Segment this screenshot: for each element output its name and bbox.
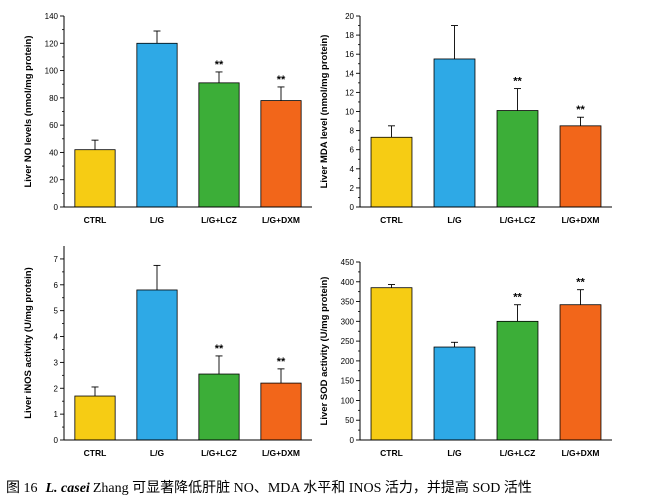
bar (198, 82, 240, 208)
y-tick-label: 100 (341, 396, 355, 405)
caption-species: L. casei (45, 481, 90, 496)
y-tick-label: 16 (345, 50, 354, 59)
significance-label: ** (576, 277, 585, 289)
y-tick-label: 40 (49, 148, 58, 157)
bar (433, 58, 476, 208)
figure-label: 图 16 (6, 481, 38, 496)
y-tick-label: 150 (341, 377, 355, 386)
x-tick-label: L/G (150, 448, 165, 458)
significance-label: ** (277, 74, 286, 86)
chart-panel: CTRL L/G ** L/G+LCZ ** L/G+DXM 0 1 2 3 4 5 6 7 Liver i… (23, 246, 312, 458)
y-tick-label: 200 (341, 357, 355, 366)
y-tick-label: 2 (350, 184, 355, 193)
y-tick-label: 7 (54, 255, 59, 264)
figure-caption: 图 16 L. casei Zhang 可显著降低肝脏 NO、MDA 水平和 INO… (6, 479, 646, 499)
x-tick-label: L/G+DXM (262, 215, 300, 225)
y-tick-label: 50 (345, 416, 354, 425)
bar (136, 289, 178, 441)
y-tick-label: 18 (345, 31, 354, 40)
figure-charts: CTRL L/G**L/G+LCZ**L/G+DXM020406080100120… (23, 12, 612, 458)
x-tick-label: L/G+DXM (561, 215, 599, 225)
y-tick-label: 450 (341, 258, 355, 267)
y-tick-label: 2 (54, 384, 59, 393)
x-tick-label: L/G+DXM (561, 448, 599, 458)
y-tick-label: 12 (345, 88, 354, 97)
y-tick-label: 4 (350, 165, 355, 174)
significance-label: ** (576, 104, 585, 116)
x-tick-label: L/G+DXM (262, 448, 300, 458)
x-tick-label: L/G+LCZ (201, 215, 237, 225)
bar (74, 395, 116, 441)
x-tick-label: CTRL (380, 448, 403, 458)
y-axis-title: Liver SOD activity (U/mg protein) (319, 277, 330, 426)
y-tick-label: 250 (341, 337, 355, 346)
x-tick-label: L/G (447, 215, 462, 225)
bar (370, 136, 413, 208)
y-tick-label: 350 (341, 298, 355, 307)
y-tick-label: 0 (350, 436, 355, 445)
significance-label: ** (215, 59, 224, 71)
y-tick-label: 20 (49, 176, 58, 185)
significance-label: ** (513, 292, 522, 304)
y-tick-label: 5 (54, 307, 59, 316)
chart-panel: CTRL L/G ** L/G+LCZ ** L/G+DXM 0 50 100 150 200 250… (319, 258, 612, 458)
bar (496, 110, 539, 208)
x-tick-label: L/G (447, 448, 462, 458)
bar (370, 287, 413, 441)
bar (198, 373, 240, 441)
bar (433, 346, 476, 441)
y-tick-label: 8 (350, 127, 355, 136)
y-tick-label: 0 (350, 203, 355, 212)
y-tick-label: 140 (45, 12, 59, 21)
y-tick-label: 3 (54, 358, 59, 367)
y-tick-label: 4 (54, 333, 59, 342)
y-tick-label: 20 (345, 12, 354, 21)
y-tick-label: 10 (345, 108, 354, 117)
x-tick-label: CTRL (84, 448, 107, 458)
chart-panel: CTRL L/G ** L/G+LCZ ** L/G+DXM 0 2 4 6 8 10 12 14 16 18… (319, 12, 612, 225)
y-tick-label: 6 (54, 281, 59, 290)
bar (496, 320, 539, 441)
y-tick-label: 6 (350, 146, 355, 155)
y-tick-label: 400 (341, 278, 355, 287)
bar (559, 125, 602, 208)
bar (260, 100, 302, 208)
y-tick-label: 120 (45, 39, 59, 48)
x-tick-label: CTRL (84, 215, 107, 225)
y-tick-label: 80 (49, 94, 58, 103)
bar (74, 149, 116, 208)
chart-panel: CTRL L/G ** L/G+LCZ ** L/G+DXM 0 20 40 60 80 100 120… (23, 12, 312, 225)
y-tick-label: 0 (54, 203, 59, 212)
y-axis-title: Liver MDA level (nmol/mg protein) (319, 35, 330, 189)
x-tick-label: L/G+LCZ (500, 215, 536, 225)
x-tick-label: CTRL (380, 215, 403, 225)
x-tick-label: L/G+LCZ (500, 448, 536, 458)
y-tick-label: 1 (54, 410, 59, 419)
bar (260, 382, 302, 441)
y-tick-label: 100 (45, 67, 59, 76)
x-tick-label: L/G (150, 215, 165, 225)
y-tick-label: 0 (54, 436, 59, 445)
bar (559, 304, 602, 441)
significance-label: ** (277, 356, 286, 368)
x-tick-label: L/G+LCZ (201, 448, 237, 458)
y-tick-label: 300 (341, 317, 355, 326)
y-axis-title: Liver iNOS activity (U/mg protein) (23, 267, 34, 419)
bar (136, 42, 178, 208)
y-tick-label: 14 (345, 69, 354, 78)
significance-label: ** (215, 343, 224, 355)
y-axis-title: Liver NO levels (nmol/mg protein) (23, 35, 34, 187)
caption-text: Zhang 可显著降低肝脏 NO、MDA 水平和 INOS 活力，并提高 SOD… (92, 481, 532, 496)
significance-label: ** (513, 76, 522, 88)
y-tick-label: 60 (49, 121, 58, 130)
